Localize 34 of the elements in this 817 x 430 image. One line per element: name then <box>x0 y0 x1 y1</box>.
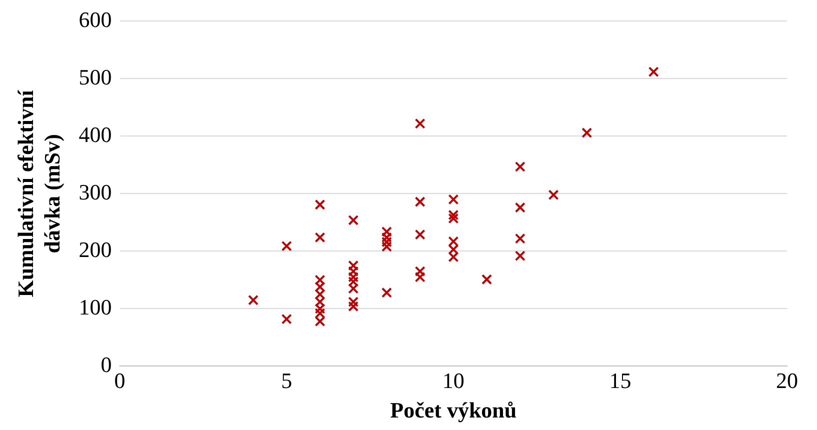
x-tick-label: 10 <box>442 368 464 394</box>
y-tick-label: 0 <box>100 352 112 377</box>
y-tick-label: 100 <box>78 294 112 320</box>
point <box>314 199 326 210</box>
point <box>514 250 526 262</box>
point <box>414 229 426 240</box>
y-tick-label: 600 <box>78 6 112 32</box>
point <box>348 214 359 226</box>
x-tick-label: 20 <box>776 368 798 394</box>
x-axis-title: Počet výkonů <box>390 397 517 422</box>
point <box>482 274 492 285</box>
x-tick-label: 15 <box>609 368 632 394</box>
point <box>448 210 459 220</box>
y-tick-label: 500 <box>78 64 112 90</box>
point <box>248 294 258 306</box>
point <box>448 213 459 224</box>
point <box>414 196 426 207</box>
point <box>381 287 392 298</box>
point <box>414 118 426 129</box>
x-tick-label: 5 <box>281 368 292 394</box>
point <box>514 161 526 172</box>
y-tick-label: 200 <box>78 236 112 262</box>
point <box>314 232 326 243</box>
y-axis-title: Kumulativní efektivní dávka (mSv) <box>12 89 64 298</box>
point <box>281 240 292 252</box>
y-tick-label: 400 <box>78 122 112 147</box>
point <box>448 194 459 205</box>
point <box>514 233 526 244</box>
point <box>648 66 659 78</box>
point <box>582 128 592 138</box>
point <box>548 190 559 200</box>
point <box>514 202 526 213</box>
y-tick-label: 300 <box>78 179 112 204</box>
point <box>281 314 292 324</box>
